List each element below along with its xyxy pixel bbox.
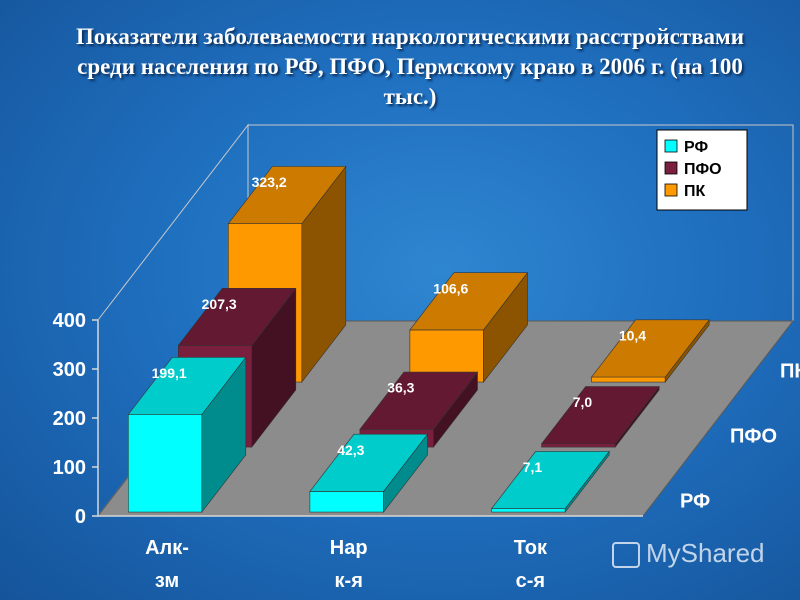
- category-label: зм: [155, 570, 179, 592]
- watermark: MyShared: [612, 538, 765, 569]
- bar-РФ-1: [309, 433, 429, 513]
- bar-front: [128, 414, 203, 513]
- bar-front: [491, 508, 566, 513]
- bar-ПФО-2: [540, 385, 660, 448]
- legend-swatch: [664, 139, 678, 153]
- legend-label: ПК: [684, 183, 706, 200]
- watermark-icon: [612, 542, 640, 569]
- data-label: 323,2: [252, 174, 287, 190]
- data-label: 207,3: [202, 296, 237, 312]
- bar-front: [591, 376, 666, 383]
- bar-front: [541, 443, 616, 448]
- legend-swatch: [664, 183, 678, 197]
- bar-top: [177, 287, 297, 346]
- data-label: 10,4: [619, 327, 646, 343]
- category-labels: Алк-зм Нар к-я Ток с-я: [145, 537, 548, 592]
- bar-ПК-1: [409, 271, 529, 383]
- bar-front: [309, 491, 384, 513]
- series-axis-labels: РФ ПФО ПК: [680, 361, 800, 513]
- bar-top: [590, 319, 710, 378]
- category-label: к-я: [335, 570, 363, 592]
- bar-РФ-0: [127, 356, 247, 513]
- data-label: 199,1: [152, 365, 187, 381]
- legend-label: РФ: [684, 139, 708, 156]
- series-axis-label: ПФО: [730, 426, 777, 448]
- bar-top: [309, 433, 429, 492]
- bar-top: [127, 356, 247, 415]
- series-axis-label: ПК: [780, 361, 800, 383]
- data-label: 7,0: [573, 394, 593, 410]
- bars: [127, 165, 710, 513]
- y-tick-label: 0: [75, 506, 86, 528]
- bar-РФ-2: [490, 450, 610, 513]
- category-label: с-я: [516, 570, 545, 592]
- y-tick-label: 400: [53, 310, 86, 332]
- legend-swatch: [664, 161, 678, 175]
- data-label: 36,3: [387, 380, 414, 396]
- data-label: 7,1: [523, 459, 543, 475]
- data-label: 106,6: [433, 280, 468, 296]
- bar-top: [540, 386, 660, 445]
- watermark-text: MyShared: [646, 538, 765, 568]
- category-label: Ток: [514, 537, 548, 559]
- y-tick-label: 100: [53, 457, 86, 479]
- data-labels: 323,2 106,6 10,4 207,3 36,3 7,0 199,1 42,3 7,1: [152, 174, 647, 475]
- y-tick-label: 200: [53, 408, 86, 430]
- bar-top: [409, 272, 529, 331]
- y-tick-label: 300: [53, 359, 86, 381]
- bar-top: [227, 166, 347, 224]
- series-axis-label: РФ: [680, 491, 710, 513]
- category-label: Нар: [330, 537, 368, 559]
- legend: РФ ПФО ПК: [656, 129, 748, 211]
- legend-label: ПФО: [684, 161, 722, 178]
- y-axis: 0 100 200 300 400: [53, 310, 99, 528]
- chart-title: Показатели заболеваемости наркологически…: [76, 24, 744, 109]
- data-label: 42,3: [337, 442, 364, 458]
- bar-top: [359, 371, 479, 430]
- category-label: Алк-: [145, 537, 189, 559]
- bar-ПК-2: [590, 318, 710, 383]
- bar-top: [490, 451, 610, 509]
